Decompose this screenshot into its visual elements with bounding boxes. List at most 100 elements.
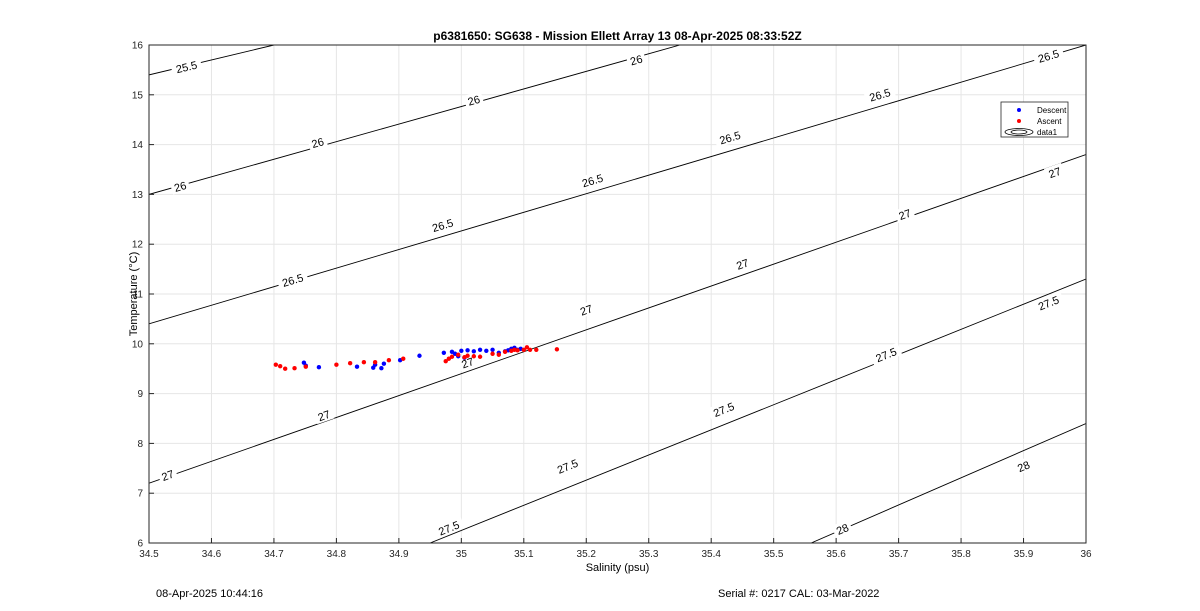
- data-point: [449, 354, 455, 359]
- contour-label-text: 27: [897, 208, 913, 223]
- isopycnal-line: [810, 423, 1086, 543]
- contour-label-bg: [170, 56, 203, 77]
- data-point: [401, 356, 406, 361]
- contour-label-bg: [831, 519, 854, 539]
- contour-label-bg: [707, 397, 740, 421]
- legend-label-data1: data1: [1037, 128, 1058, 137]
- data-point: [456, 352, 461, 357]
- contour-label: 27: [894, 204, 916, 223]
- data-point: [471, 349, 477, 354]
- x-tick-label: 34.8: [327, 549, 347, 560]
- legend-box: [1000, 101, 1069, 138]
- data-point: [490, 347, 495, 352]
- contour-label-bg: [713, 126, 747, 148]
- contour-label-bg: [863, 83, 896, 105]
- density-contours: 25.5 26 26 26 26 26.5 26.5 26.5 26.5 26.5 26.5 27 27…: [149, 45, 1086, 543]
- contour-label: 26: [307, 133, 328, 151]
- contour-label-text: 27: [735, 257, 751, 272]
- data-series: [273, 345, 560, 371]
- x-tick-label: 34.5: [139, 549, 159, 560]
- legend-marker-descent: [1017, 108, 1021, 112]
- y-tick-label: 12: [132, 240, 144, 251]
- contour-label-text: 27.5: [556, 458, 580, 477]
- x-tick-label: 35.3: [639, 549, 659, 560]
- y-tick-label: 6: [137, 539, 143, 550]
- contour-label: 27: [1043, 162, 1066, 182]
- contour-label: 26.5: [276, 269, 309, 291]
- y-tick-label: 7: [137, 489, 143, 500]
- contour-label: 27: [313, 405, 335, 425]
- x-tick-label: 35.8: [951, 549, 971, 560]
- contour-label: 28: [1012, 456, 1035, 476]
- data-point: [379, 366, 384, 371]
- data-point: [361, 360, 367, 365]
- y-axis-label: Temperature (°C): [128, 252, 140, 336]
- data-point: [292, 366, 297, 371]
- data-point: [471, 354, 477, 359]
- y-tick-label: 10: [132, 339, 144, 350]
- contour-label-bg: [307, 133, 328, 151]
- data-point: [484, 348, 489, 353]
- contour-label: 26.5: [1032, 45, 1065, 66]
- contour-label-bg: [463, 91, 485, 109]
- contour-label-text: 28: [1016, 459, 1032, 475]
- y-tick-label: 9: [137, 389, 143, 400]
- x-tick-label: 35.2: [577, 549, 597, 560]
- data-point: [273, 362, 279, 367]
- data-point: [524, 345, 530, 350]
- data-point: [515, 348, 520, 353]
- contour-label-text: 27: [579, 303, 595, 318]
- data-point: [334, 362, 339, 367]
- contour-label: 25.5: [170, 56, 203, 77]
- contour-label: 26.5: [426, 214, 459, 236]
- contour-label-text: 26.5: [431, 217, 455, 235]
- contour-label: 26: [169, 177, 191, 195]
- contour-label-bg: [156, 465, 179, 484]
- y-tick-label: 14: [132, 140, 144, 151]
- contour-label-bg: [432, 515, 465, 540]
- data-point: [521, 347, 526, 352]
- y-tick-label: 13: [132, 190, 144, 201]
- x-axis-label: Salinity (psu): [586, 562, 650, 574]
- contour-label: 27.5: [707, 397, 740, 421]
- contour-label-bg: [1031, 290, 1065, 315]
- contour-label-text: 25.5: [175, 60, 199, 77]
- contour-label: 27.5: [869, 342, 903, 366]
- data-point: [477, 354, 483, 359]
- contour-label: 28: [831, 519, 854, 539]
- contour-label-bg: [426, 214, 459, 236]
- footer-timestamp: 08-Apr-2025 10:44:16: [156, 588, 264, 600]
- contour-label: 27: [156, 465, 179, 484]
- contour-label-text: 26.5: [718, 130, 742, 148]
- isopycnal-line: [149, 45, 681, 195]
- contour-label: 26: [463, 91, 485, 109]
- contour-label-bg: [1012, 456, 1035, 476]
- data-point: [465, 348, 470, 353]
- data-point: [372, 360, 378, 365]
- data-point: [386, 358, 392, 363]
- data-point: [354, 364, 360, 369]
- data-point: [527, 347, 533, 352]
- contour-label-text: 27.5: [874, 346, 898, 365]
- contour-label-text: 26.5: [1037, 48, 1061, 66]
- data-point: [316, 365, 322, 370]
- data-point: [381, 361, 387, 366]
- data-point: [534, 347, 539, 352]
- data-point: [282, 366, 288, 371]
- x-tick-label: 34.9: [389, 549, 409, 560]
- data-point: [496, 352, 502, 357]
- x-tick-label: 35.9: [1014, 549, 1034, 560]
- y-tick-label: 8: [137, 439, 143, 450]
- contour-label-text: 28: [835, 522, 851, 538]
- series-descent: [301, 345, 523, 371]
- contour-label-text: 26.5: [281, 272, 305, 290]
- contour-label-bg: [625, 50, 647, 69]
- data-point: [446, 356, 452, 361]
- x-tick-label: 35.5: [764, 549, 784, 560]
- legend-contour-icon-inner: [1010, 129, 1028, 135]
- footer-serial-calibration: Serial #: 0217 CAL: 03-Mar-2022: [718, 588, 880, 600]
- contour-label-text: 27: [160, 469, 176, 484]
- contour-label-text: 26: [173, 180, 188, 195]
- contour-label-bg: [894, 204, 916, 223]
